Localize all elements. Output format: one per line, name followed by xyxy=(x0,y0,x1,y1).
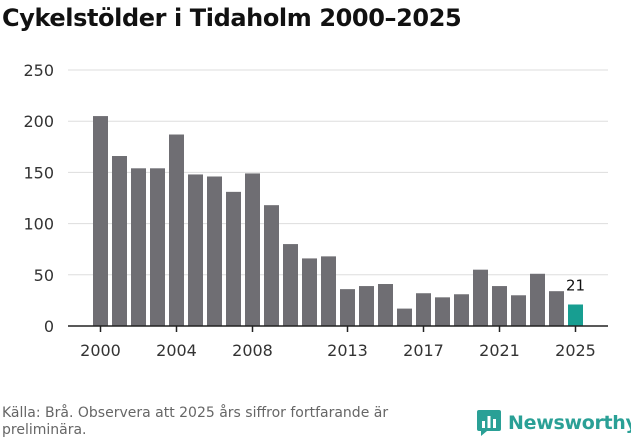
bar-2015 xyxy=(378,284,393,326)
y-axis-ticks: 0 50 100 150 200 250 xyxy=(23,61,54,336)
bar-2006 xyxy=(207,176,222,326)
brand-name: Newsworthy xyxy=(508,412,631,434)
y-tick-label: 100 xyxy=(23,215,54,234)
x-axis-ticks: 2000 2004 2008 2013 2017 2021 2025 xyxy=(80,326,596,360)
gridlines xyxy=(68,69,608,276)
y-tick-label: 0 xyxy=(44,317,54,336)
bar-2005 xyxy=(188,174,203,326)
newsworthy-logo-icon xyxy=(477,410,501,436)
x-tick-label: 2000 xyxy=(80,341,121,360)
bar-2012 xyxy=(321,256,336,326)
y-tick-label: 150 xyxy=(23,163,54,182)
bars xyxy=(93,116,583,326)
bar-2025 xyxy=(568,304,583,326)
x-tick-label: 2025 xyxy=(555,341,596,360)
bar-2024 xyxy=(549,291,564,326)
bar-2021 xyxy=(492,286,507,326)
bar-2003 xyxy=(150,168,165,326)
bar-2010 xyxy=(283,244,298,326)
bar-2023 xyxy=(530,273,545,326)
x-tick-label: 2021 xyxy=(479,341,520,360)
bar-2002 xyxy=(131,168,146,326)
bar-2018 xyxy=(435,297,450,326)
bar-2011 xyxy=(302,258,317,326)
bar-2000 xyxy=(93,116,108,326)
bar-2014 xyxy=(359,286,374,326)
bar-2020 xyxy=(473,269,488,326)
chart-title: Cykelstölder i Tidaholm 2000–2025 xyxy=(2,4,462,32)
bar-2017 xyxy=(416,293,431,326)
bar-2022 xyxy=(511,295,526,326)
x-tick-label: 2004 xyxy=(156,341,197,360)
brand-logo: Newsworthy xyxy=(476,409,631,437)
bar-2004 xyxy=(169,134,184,326)
y-tick-label: 200 xyxy=(23,112,54,131)
bar-2013 xyxy=(340,289,355,326)
data-labels: 21 xyxy=(566,276,585,294)
bar-2016 xyxy=(397,308,412,326)
y-tick-label: 250 xyxy=(23,61,54,80)
x-tick-label: 2013 xyxy=(327,341,368,360)
bar-2019 xyxy=(454,294,469,326)
bar-2008 xyxy=(245,173,260,326)
bar-2009 xyxy=(264,205,279,326)
bar-chart: 0 50 100 150 200 250 2000 2004 2008 2013 2017 2021… xyxy=(23,61,608,360)
x-tick-label: 2008 xyxy=(232,341,273,360)
data-label: 21 xyxy=(566,276,585,294)
x-tick-label: 2017 xyxy=(403,341,444,360)
bar-2007 xyxy=(226,191,241,326)
source-note: Källa: Brå. Observera att 2025 års siffr… xyxy=(2,405,389,438)
bar-2001 xyxy=(112,156,127,326)
y-tick-label: 50 xyxy=(34,266,54,285)
